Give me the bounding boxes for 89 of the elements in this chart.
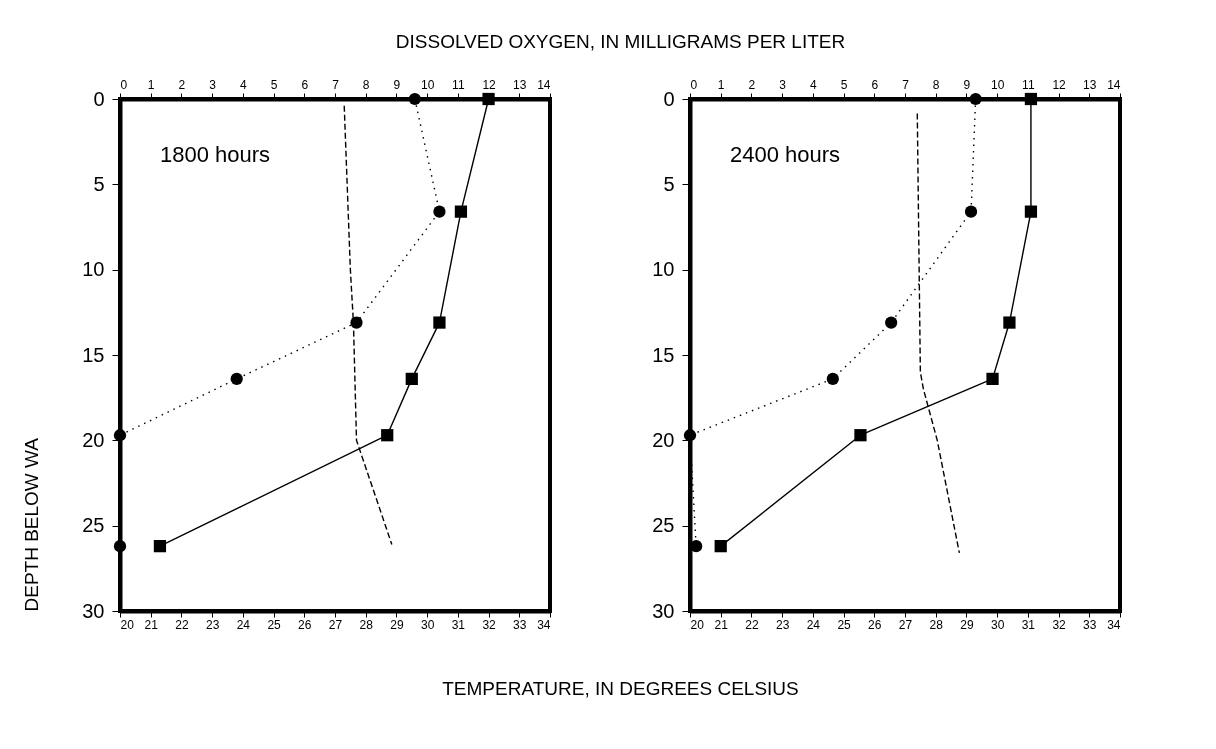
- x2-tick-label: 9: [963, 77, 971, 92]
- x-tick-label: 33: [1083, 617, 1097, 632]
- x-tick-label: 30: [990, 617, 1005, 632]
- x-tick-label: 23: [205, 617, 220, 632]
- x2-tick-label: 14: [1107, 77, 1121, 92]
- x2-tick-label: 11: [1022, 77, 1035, 92]
- x-tick-label: 20: [690, 617, 705, 632]
- x2-tick-label: 14: [537, 77, 551, 92]
- x-tick-label: 32: [1052, 617, 1067, 632]
- point: [714, 540, 727, 553]
- x2-tick-label: 0: [690, 77, 698, 92]
- x2-tick-label: 1: [147, 77, 155, 92]
- x2-tick-label: 6: [301, 77, 309, 92]
- x2-tick-label: 5: [840, 77, 848, 92]
- x2-tick-label: 8: [932, 77, 940, 92]
- x2-axis-title: DISSOLVED OXYGEN, IN MILLIGRAMS PER LITER: [395, 30, 846, 52]
- x2-tick-label: 13: [1083, 77, 1097, 92]
- x-tick-label: 28: [359, 617, 374, 632]
- y-axis-title: DEPTH BELOW WA: [21, 437, 43, 612]
- x-tick-label: 20: [120, 617, 135, 632]
- x2-tick-label: 10: [990, 77, 1005, 92]
- x-tick-label: 31: [1021, 617, 1036, 632]
- x2-tick-label: 7: [332, 77, 340, 92]
- x2-tick-label: 12: [1052, 77, 1067, 92]
- x2-tick-label: 4: [810, 77, 818, 92]
- y-tick-label: 10: [82, 258, 105, 281]
- x-tick-label: 30: [420, 617, 435, 632]
- x-tick-label: 28: [929, 617, 944, 632]
- point: [1024, 92, 1038, 106]
- x-tick-label: 31: [451, 617, 466, 632]
- y-tick-label: 25: [82, 514, 105, 537]
- x2-tick-label: 2: [178, 77, 186, 92]
- y-tick-label: 20: [82, 428, 105, 451]
- x2-tick-label: 7: [902, 77, 910, 92]
- x-tick-label: 21: [714, 617, 729, 632]
- y-tick-label: 5: [663, 172, 675, 195]
- x-axis-title: TEMPERATURE, IN DEGREES CELSIUS: [442, 677, 799, 699]
- x2-tick-label: 10: [420, 77, 435, 92]
- x-tick-label: 24: [236, 617, 251, 632]
- x-tick-label: 34: [1107, 617, 1121, 632]
- y-tick-label: 15: [652, 343, 675, 366]
- y-tick-label: 20: [652, 428, 675, 451]
- point: [153, 540, 167, 553]
- x2-tick-label: 3: [779, 77, 787, 92]
- point: [854, 429, 867, 442]
- annotation: 2400 hours: [730, 142, 841, 167]
- x2-tick-label: 3: [209, 77, 217, 92]
- x2-tick-label: 6: [871, 77, 879, 92]
- point: [482, 92, 495, 106]
- x2-tick-label: 8: [362, 77, 370, 92]
- x2-tick-label: 1: [717, 77, 725, 92]
- x2-tick-label: 4: [240, 77, 248, 92]
- y-tick-label: 0: [663, 87, 675, 110]
- x-tick-label: 34: [537, 617, 551, 632]
- x-tick-label: 25: [837, 617, 852, 632]
- point: [986, 372, 999, 386]
- y-tick-label: 5: [93, 172, 105, 195]
- x-tick-label: 29: [960, 617, 974, 632]
- x2-tick-label: 11: [452, 77, 465, 92]
- x-tick-label: 22: [745, 617, 759, 632]
- x-tick-label: 27: [898, 617, 913, 632]
- point: [1003, 316, 1016, 329]
- annotation: 1800 hours: [160, 142, 271, 167]
- y-tick-label: 0: [93, 87, 105, 110]
- y-tick-label: 10: [652, 258, 675, 281]
- x-tick-label: 33: [513, 617, 527, 632]
- y-tick-label: 25: [652, 514, 675, 537]
- x-tick-label: 23: [775, 617, 790, 632]
- x-tick-label: 21: [144, 617, 159, 632]
- x2-tick-label: 0: [120, 77, 128, 92]
- x2-tick-label: 9: [393, 77, 401, 92]
- point: [1024, 205, 1038, 218]
- point: [433, 316, 446, 329]
- y-tick-label: 15: [82, 343, 105, 366]
- point: [381, 429, 394, 442]
- x2-tick-label: 12: [482, 77, 497, 92]
- x-tick-label: 29: [390, 617, 404, 632]
- x-tick-label: 26: [298, 617, 312, 632]
- x-tick-label: 24: [806, 617, 821, 632]
- point: [454, 205, 468, 218]
- x-tick-label: 32: [482, 617, 497, 632]
- x2-tick-label: 13: [513, 77, 527, 92]
- x-tick-label: 27: [328, 617, 343, 632]
- x-tick-label: 25: [267, 617, 282, 632]
- point: [405, 372, 418, 386]
- x-tick-label: 26: [868, 617, 882, 632]
- x2-tick-label: 2: [748, 77, 756, 92]
- x2-tick-label: 5: [270, 77, 278, 92]
- x-tick-label: 22: [175, 617, 189, 632]
